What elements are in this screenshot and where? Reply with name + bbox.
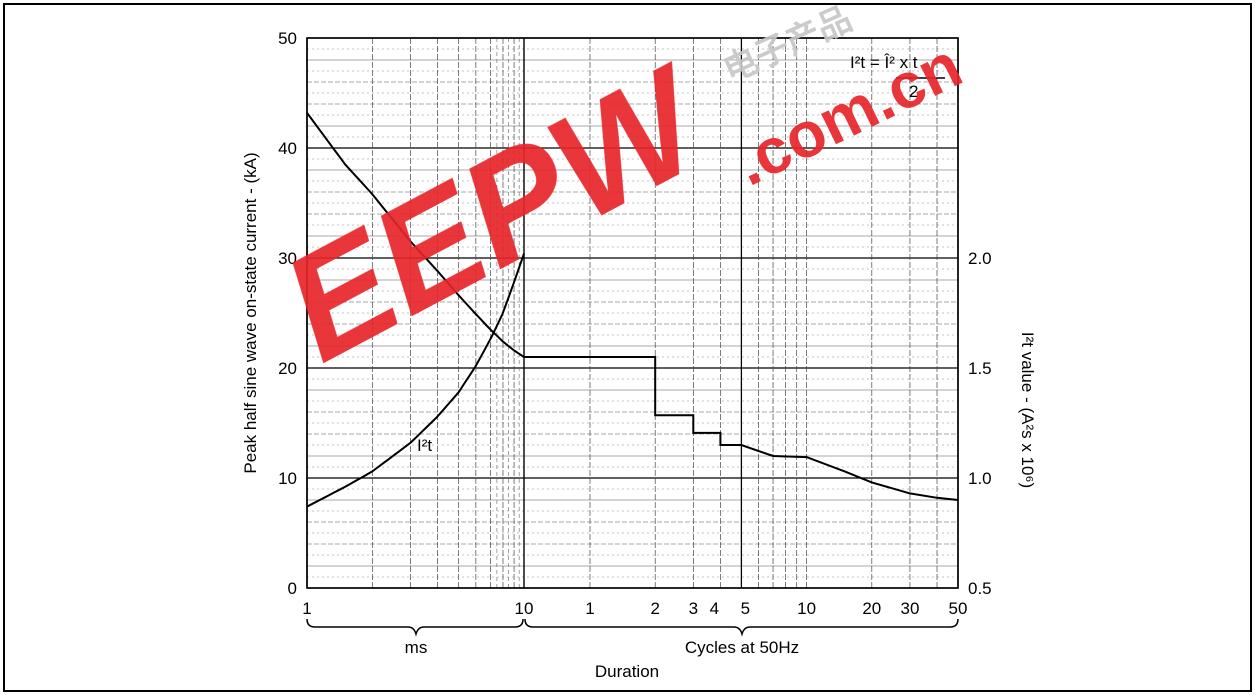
y-tick-label-right: 2.0 — [968, 249, 992, 268]
brace-ms — [306, 618, 524, 637]
i2t-curve — [306, 253, 525, 508]
x-axis-title: Duration — [595, 662, 659, 681]
x-tick-label: 30 — [900, 599, 919, 618]
chart-frame — [3, 3, 1252, 692]
x-tick-label: 10 — [797, 599, 816, 618]
x-tick-label: 1 — [302, 599, 311, 618]
y-tick-label-left: 0 — [288, 579, 297, 598]
y-tick-label-left: 50 — [278, 29, 297, 48]
series-layer — [306, 112, 959, 508]
x-tick-label: 10 — [515, 599, 534, 618]
y-axis-title-right: I²t value - (A²s x 10⁶) — [1018, 332, 1037, 488]
y-tick-label-left: 40 — [278, 139, 297, 158]
x-tick-label: 3 — [689, 599, 698, 618]
x-tick-label: 4 — [710, 599, 719, 618]
x-tick-label: 20 — [862, 599, 881, 618]
x-tick-label: 2 — [650, 599, 659, 618]
y-tick-label-right: 0.5 — [968, 579, 992, 598]
x-group-label-ms: ms — [405, 638, 428, 657]
y-axis-title-left: Peak half sine wave on-state current - (… — [241, 152, 260, 473]
brace-cycles — [524, 618, 959, 637]
svg-text:电子产品: 电子产品 — [718, 0, 858, 90]
y-tick-label-left: 10 — [278, 469, 297, 488]
y-tick-label-right: 1.5 — [968, 359, 992, 378]
y-tick-label-left: 30 — [278, 249, 297, 268]
grid — [306, 37, 959, 589]
y-tick-label-right: 1.0 — [968, 469, 992, 488]
svg-text:EEPW: EEPW — [257, 32, 736, 393]
formula-denominator: 2 — [909, 82, 918, 101]
y-tick-label-left: 20 — [278, 359, 297, 378]
formula-text: I²t = Î² x t — [850, 53, 918, 72]
x-group-label-cycles: Cycles at 50Hz — [685, 638, 799, 657]
peak-current-curve-ms — [306, 112, 525, 358]
x-tick-label: 50 — [949, 599, 968, 618]
x-tick-label: 5 — [741, 599, 750, 618]
plot-border — [306, 37, 959, 589]
i2t-curve-label: I²t — [417, 436, 432, 455]
peak-current-curve-cycles — [524, 356, 959, 501]
x-tick-label: 1 — [585, 599, 594, 618]
